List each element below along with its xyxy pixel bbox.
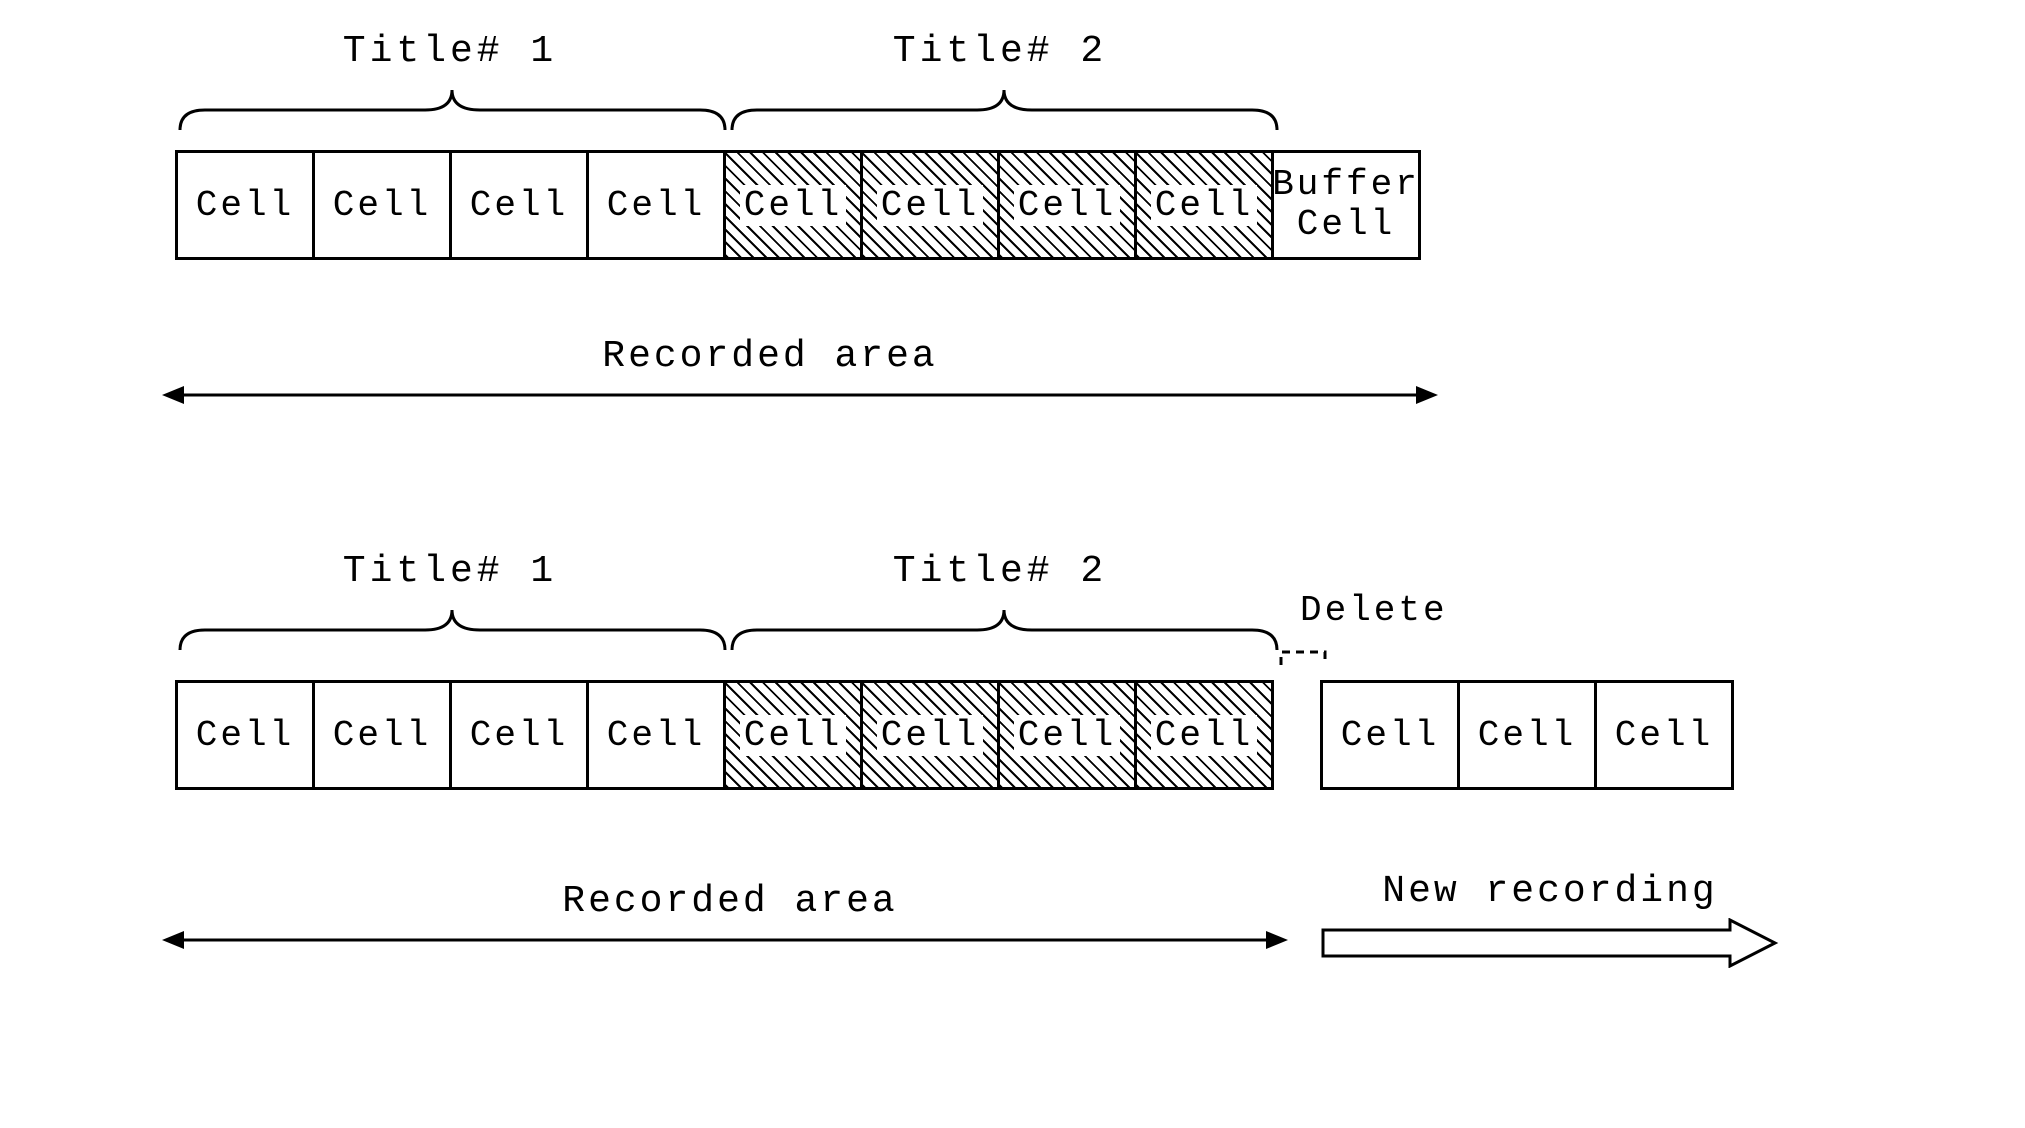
top-brace-title2 (727, 85, 1282, 135)
delete-dashed-bracket (1278, 640, 1328, 670)
bottom-cell-2: Cell (449, 680, 589, 790)
top-cell-3: Cell (586, 150, 726, 260)
top-buffer-cell: Buffer Cell (1271, 150, 1421, 260)
cell-text: Cell (192, 715, 298, 756)
cell-text: Cell (1611, 715, 1717, 756)
bottom-title2-label: Title# 2 (870, 550, 1130, 593)
top-title2-label: Title# 2 (870, 30, 1130, 73)
cell-text: Cell (329, 715, 435, 756)
bottom-cell-6: Cell (997, 680, 1137, 790)
cell-text: Cell (603, 185, 709, 226)
cell-text: Cell (466, 185, 572, 226)
diagram-container: Title# 1 Title# 2 Cell Cell Cell Cell Ce… (0, 0, 2025, 1128)
new-recording-label: New recording (1360, 870, 1740, 913)
bottom-recorded-area-label: Recorded area (520, 880, 940, 923)
buffer-line2: Cell (1293, 205, 1399, 245)
cell-text: Cell (466, 715, 572, 756)
top-cell-6: Cell (997, 150, 1137, 260)
bottom-cell-0: Cell (175, 680, 315, 790)
bottom-cell-row-left: Cell Cell Cell Cell Cell Cell Cell Cell (175, 680, 1274, 790)
top-cell-1: Cell (312, 150, 452, 260)
cell-text: Cell (329, 185, 435, 226)
bottom-new-cell-0: Cell (1320, 680, 1460, 790)
top-title1-label: Title# 1 (320, 30, 580, 73)
cell-text: Cell (1014, 715, 1120, 756)
bottom-brace-title1 (175, 605, 730, 655)
cell-text: Cell (1151, 185, 1257, 226)
cell-text: Cell (1474, 715, 1580, 756)
buffer-line1: Buffer (1268, 165, 1424, 205)
top-cell-0: Cell (175, 150, 315, 260)
cell-text: Cell (877, 185, 983, 226)
bottom-title1-label: Title# 1 (320, 550, 580, 593)
bottom-cell-1: Cell (312, 680, 452, 790)
cell-text: Cell (877, 715, 983, 756)
bottom-new-cell-2: Cell (1594, 680, 1734, 790)
cell-text: Cell (1014, 185, 1120, 226)
delete-label: Delete (1300, 590, 1448, 631)
bottom-new-cell-1: Cell (1457, 680, 1597, 790)
bottom-cell-7: Cell (1134, 680, 1274, 790)
bottom-cell-4: Cell (723, 680, 863, 790)
top-recorded-area-arrow (160, 380, 1440, 410)
cell-text: Cell (1151, 715, 1257, 756)
top-cell-2: Cell (449, 150, 589, 260)
top-recorded-area-label: Recorded area (560, 335, 980, 378)
cell-text: Cell (603, 715, 709, 756)
new-recording-arrow (1320, 918, 1780, 968)
bottom-brace-title2 (727, 605, 1282, 655)
cell-text: Cell (192, 185, 298, 226)
top-cell-5: Cell (860, 150, 1000, 260)
top-cell-row: Cell Cell Cell Cell Cell Cell Cell Cell … (175, 150, 1421, 260)
cell-text: Cell (1337, 715, 1443, 756)
bottom-recorded-area-arrow (160, 925, 1290, 955)
top-cell-4: Cell (723, 150, 863, 260)
bottom-cell-row-right: Cell Cell Cell (1320, 680, 1734, 790)
bottom-cell-5: Cell (860, 680, 1000, 790)
bottom-cell-3: Cell (586, 680, 726, 790)
cell-text: Cell (740, 715, 846, 756)
top-brace-title1 (175, 85, 730, 135)
top-cell-7: Cell (1134, 150, 1274, 260)
cell-text: Cell (740, 185, 846, 226)
